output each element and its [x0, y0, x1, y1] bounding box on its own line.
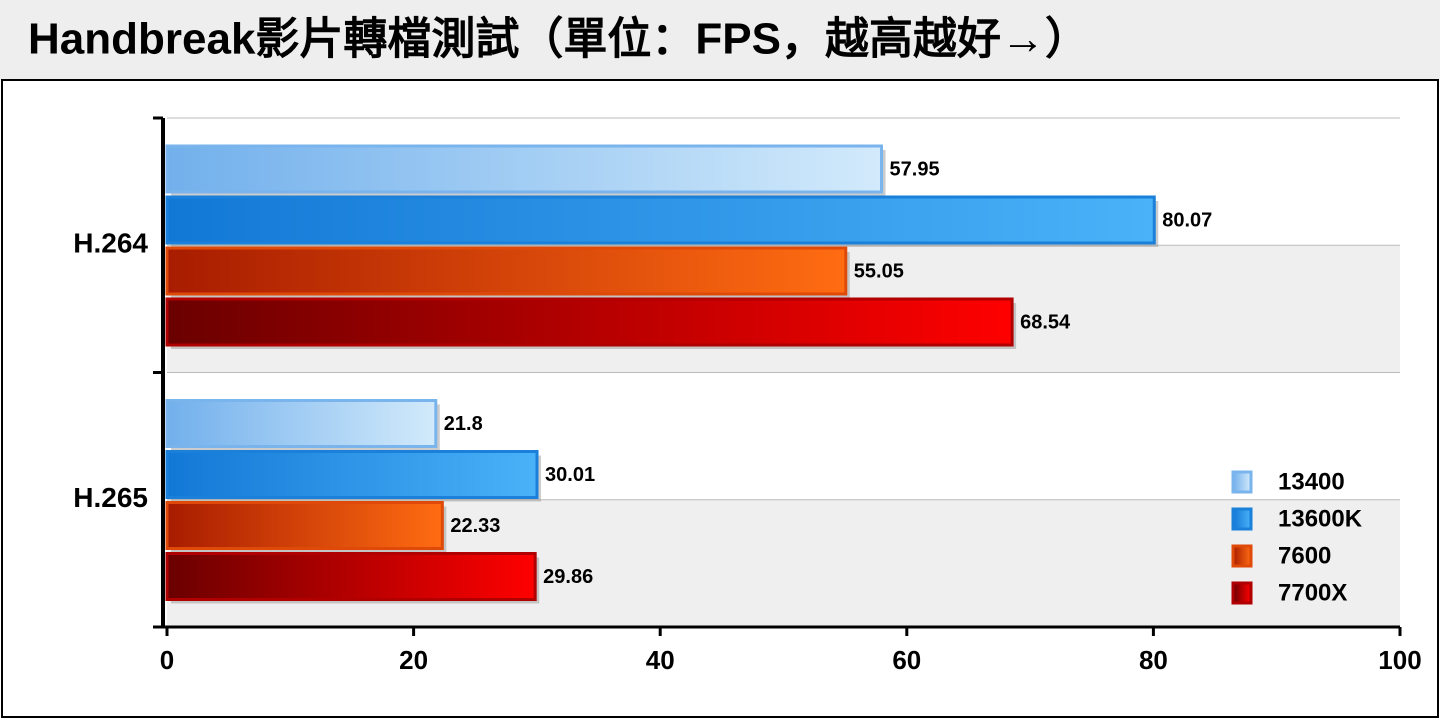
y-tick-label: H.264	[73, 228, 148, 259]
legend-swatch	[1231, 544, 1253, 568]
value-label: 29.86	[543, 566, 593, 588]
bar	[165, 552, 537, 601]
bar	[165, 297, 1014, 347]
bar	[165, 501, 444, 550]
x-tick-label: 80	[1139, 645, 1168, 675]
x-tick-label: 20	[399, 645, 428, 675]
value-label: 30.01	[545, 464, 595, 486]
legend-swatch	[1231, 581, 1253, 605]
legend-label: 13600K	[1278, 505, 1363, 532]
x-tick-label: 40	[646, 645, 675, 675]
value-label: 68.54	[1020, 311, 1071, 333]
bar	[165, 450, 539, 499]
legend-swatch	[1231, 470, 1253, 494]
bar	[165, 195, 1156, 245]
legend-label: 7700X	[1278, 579, 1347, 606]
value-label: 22.33	[450, 515, 500, 537]
chart-title: Handbreak影片轉檔測試（單位：FPS，越高越好→）	[28, 15, 1089, 64]
value-label: 21.8	[444, 413, 483, 435]
value-label: 80.07	[1162, 209, 1212, 231]
x-tick-label: 60	[892, 645, 921, 675]
x-tick-label: 0	[160, 645, 174, 675]
bar	[165, 399, 438, 448]
bar	[165, 144, 884, 194]
legend-swatch	[1231, 507, 1253, 531]
legend-label: 7600	[1278, 542, 1331, 569]
value-label: 55.05	[854, 260, 904, 282]
legend-label: 13400	[1278, 468, 1345, 495]
x-tick-label: 100	[1378, 645, 1421, 675]
title-bar	[0, 0, 1440, 80]
y-tick-label: H.265	[73, 482, 148, 513]
bar	[165, 246, 848, 296]
value-label: 57.95	[890, 158, 940, 180]
